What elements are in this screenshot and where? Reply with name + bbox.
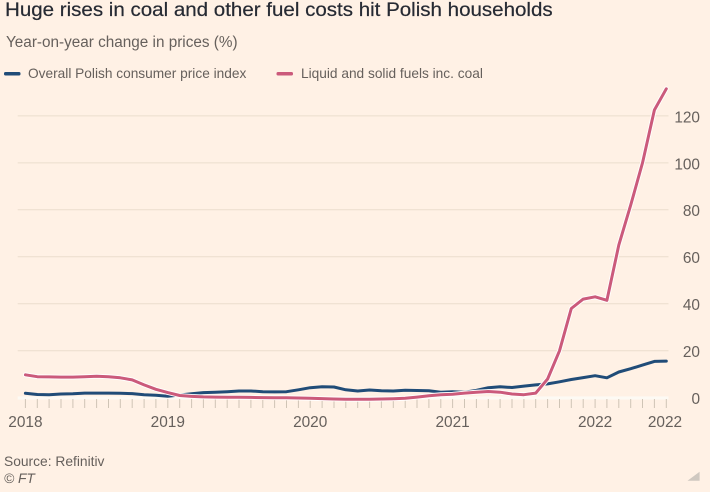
svg-text:40: 40 xyxy=(683,297,700,314)
svg-text:120: 120 xyxy=(674,109,700,126)
svg-text:2018: 2018 xyxy=(8,414,42,431)
svg-text:2020: 2020 xyxy=(293,414,327,431)
svg-text:2019: 2019 xyxy=(151,414,185,431)
svg-text:60: 60 xyxy=(683,250,700,267)
svg-text:2022: 2022 xyxy=(648,414,682,431)
svg-text:2022: 2022 xyxy=(578,414,612,431)
svg-text:100: 100 xyxy=(674,156,700,173)
svg-text:80: 80 xyxy=(683,203,700,220)
svg-text:2021: 2021 xyxy=(435,414,469,431)
svg-text:0: 0 xyxy=(691,391,700,408)
svg-text:20: 20 xyxy=(683,344,700,361)
